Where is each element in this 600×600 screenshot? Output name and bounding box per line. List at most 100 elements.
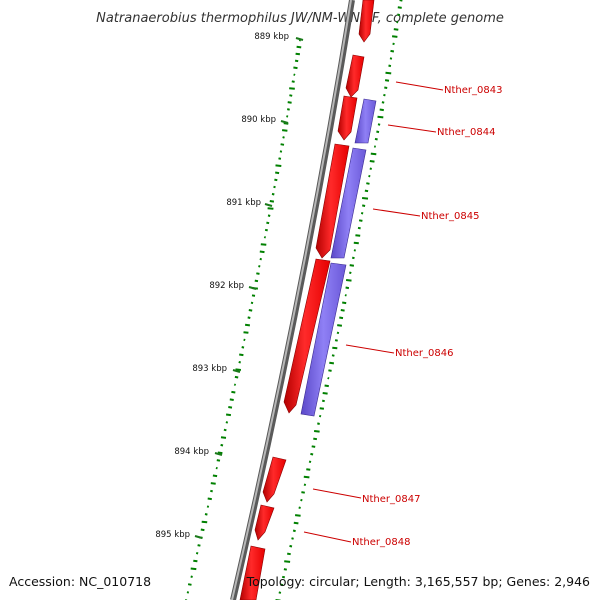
- gene-label-nther-0843[interactable]: Nther_0843: [444, 85, 502, 96]
- gc-skew-tick: [384, 86, 388, 89]
- gc-skew-tick: [370, 152, 377, 156]
- gene-forward-0847[interactable]: [262, 456, 287, 503]
- gc-skew-tick: [327, 376, 330, 380]
- gc-skew-tick: [336, 331, 340, 335]
- gc-content-tick: [269, 200, 275, 203]
- gene-reverse-0846[interactable]: [300, 262, 347, 417]
- genome-summary-text: Topology: circular; Length: 3,165,557 bp…: [246, 574, 590, 589]
- gc-skew-tick: [278, 591, 282, 594]
- gc-content-tick: [275, 164, 282, 167]
- scale-tick-892: [248, 286, 257, 290]
- leader-line-0846: [345, 344, 395, 354]
- gc-content-tick: [216, 459, 221, 462]
- gc-content-tick: [220, 443, 224, 447]
- gc-skew-tick: [369, 167, 373, 170]
- gc-content-tick: [190, 575, 193, 578]
- gc-content-tick: [279, 150, 283, 153]
- accession-text: Accession: NC_010718: [9, 574, 151, 589]
- gc-content-tick: [201, 520, 208, 524]
- scale-tick-894: [214, 452, 223, 456]
- gc-content-tick: [243, 338, 246, 342]
- gc-skew-tick: [328, 369, 332, 372]
- gc-skew-tick: [361, 204, 366, 207]
- gene-forward-0846[interactable]: [283, 258, 331, 414]
- gene-forward-0845[interactable]: [315, 143, 350, 259]
- gc-content-tick: [234, 375, 239, 379]
- gene-label-nther-0847[interactable]: Nther_0847: [362, 494, 420, 505]
- gc-content-tick: [289, 87, 295, 90]
- gc-skew-tick: [390, 49, 395, 53]
- gc-skew-tick: [397, 13, 401, 17]
- gene-label-nther-0845[interactable]: Nther_0845: [421, 211, 479, 222]
- gc-content-tick: [274, 178, 278, 182]
- gc-content-tick: [259, 250, 265, 254]
- gc-skew-tick: [340, 309, 345, 312]
- gc-skew-tick: [361, 197, 369, 200]
- gc-skew-tick: [332, 346, 338, 350]
- gc-skew-tick: [319, 407, 325, 410]
- gc-content-tick: [241, 346, 245, 349]
- gc-content-track: [185, 39, 302, 600]
- gc-skew-tick: [292, 529, 296, 533]
- scale-tick-890: [280, 120, 289, 124]
- gc-content-tick: [190, 567, 197, 571]
- gc-content-tick: [275, 171, 280, 175]
- gene-forward-0844[interactable]: [337, 95, 358, 141]
- gc-content-tick: [263, 236, 267, 239]
- gc-skew-tick: [344, 294, 347, 297]
- gc-content-tick: [244, 323, 251, 327]
- gc-content-tick: [248, 309, 253, 312]
- gc-skew-tick: [298, 506, 301, 509]
- gc-skew-tick: [291, 537, 294, 540]
- gc-content-tick: [282, 136, 285, 139]
- leader-line-0848: [303, 531, 352, 543]
- gene-forward-0848[interactable]: [254, 504, 275, 541]
- leader-line-0843: [395, 81, 444, 91]
- tick-label-892: 892 kbp: [209, 281, 244, 291]
- gc-skew-tick: [373, 145, 377, 148]
- gc-content-tick: [280, 143, 285, 146]
- gc-skew-tick: [283, 568, 288, 571]
- gc-skew-tick: [310, 452, 314, 456]
- gene-forward-0849[interactable]: [239, 545, 266, 600]
- gene-label-nther-0846[interactable]: Nther_0846: [395, 348, 453, 359]
- gc-content-tick: [293, 73, 296, 76]
- gc-skew-tick: [351, 256, 355, 260]
- gc-content-tick: [231, 390, 236, 394]
- gc-skew-tick: [287, 552, 291, 556]
- gc-content-tick: [293, 66, 298, 70]
- tick-label-891: 891 kbp: [226, 198, 261, 208]
- gc-skew-tick: [360, 211, 364, 215]
- gc-content-tick: [217, 451, 223, 455]
- gene-forward-0843[interactable]: [345, 54, 365, 98]
- gc-skew-tick: [383, 93, 386, 97]
- gc-content-tick: [278, 157, 282, 160]
- reverse-strand-genes: [300, 98, 377, 417]
- gc-skew-tick: [369, 160, 375, 163]
- gc-skew-tick: [358, 219, 363, 222]
- gc-skew-tick: [342, 301, 347, 305]
- gc-content-tick: [239, 353, 244, 357]
- gc-skew-tick: [396, 20, 399, 24]
- gene-labels: [303, 81, 444, 543]
- gc-skew-tick: [377, 115, 384, 119]
- forward-strand-genes: [239, 0, 375, 600]
- gc-content-tick: [200, 528, 205, 532]
- gc-content-tick: [264, 228, 268, 232]
- gc-skew-tick: [313, 437, 318, 441]
- gc-content-tick: [225, 421, 229, 424]
- gc-content-tick: [286, 108, 290, 111]
- gc-skew-tick: [311, 445, 316, 448]
- gene-label-nther-0844[interactable]: Nther_0844: [437, 127, 495, 138]
- gc-skew-tick: [329, 361, 335, 365]
- gene-reverse-0844[interactable]: [354, 98, 377, 144]
- gene-forward-0842[interactable]: [358, 0, 375, 43]
- gene-reverse-0845[interactable]: [330, 147, 367, 259]
- gc-skew-tick: [345, 286, 350, 290]
- gc-skew-tick: [397, 6, 402, 9]
- gc-skew-tick: [334, 339, 338, 342]
- gene-label-nther-0848[interactable]: Nther_0848: [352, 537, 410, 548]
- gc-content-tick: [197, 544, 201, 547]
- gc-content-tick: [223, 428, 227, 432]
